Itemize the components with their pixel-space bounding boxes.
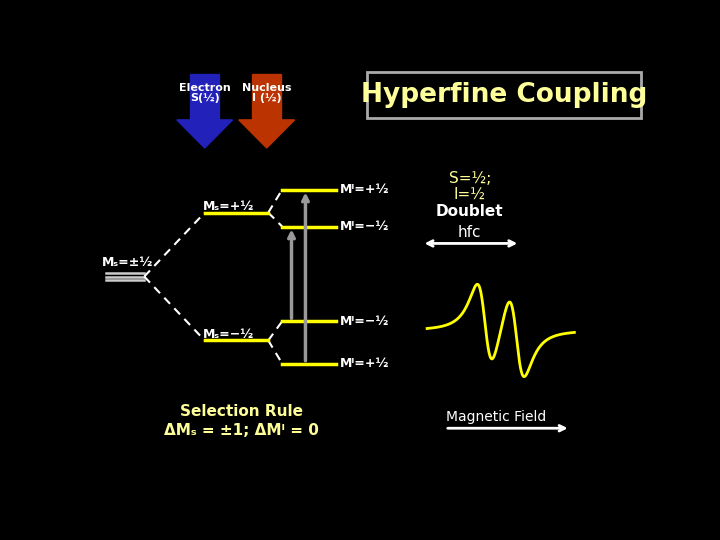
Text: Doublet: Doublet	[436, 204, 503, 219]
Text: Selection Rule: Selection Rule	[179, 404, 302, 419]
Text: hfc: hfc	[458, 225, 482, 240]
Text: Mᴵ=+½: Mᴵ=+½	[340, 357, 389, 370]
Polygon shape	[190, 74, 219, 120]
Text: Mₛ=−½: Mₛ=−½	[203, 328, 254, 341]
Text: S(½): S(½)	[190, 93, 220, 103]
Text: Nucleus: Nucleus	[242, 83, 292, 92]
Text: Magnetic Field: Magnetic Field	[446, 410, 546, 424]
Text: Hyperfine Coupling: Hyperfine Coupling	[361, 82, 647, 108]
Text: Mₛ=±½: Mₛ=±½	[102, 256, 153, 269]
Polygon shape	[177, 120, 233, 148]
Text: Mₛ=+½: Mₛ=+½	[203, 200, 255, 213]
Polygon shape	[252, 74, 282, 120]
Text: Mᴵ=−½: Mᴵ=−½	[340, 315, 389, 328]
Text: S=½;: S=½;	[449, 171, 491, 186]
Text: Mᴵ=+½: Mᴵ=+½	[340, 183, 389, 196]
Polygon shape	[239, 120, 294, 148]
Text: Mᴵ=−½: Mᴵ=−½	[340, 220, 389, 233]
FancyBboxPatch shape	[366, 72, 641, 118]
Text: ΔMₛ = ±1; ΔMᴵ = 0: ΔMₛ = ±1; ΔMᴵ = 0	[163, 423, 318, 438]
Text: I=½: I=½	[454, 187, 486, 201]
Text: I (½): I (½)	[252, 93, 282, 103]
Text: Electron: Electron	[179, 83, 230, 92]
